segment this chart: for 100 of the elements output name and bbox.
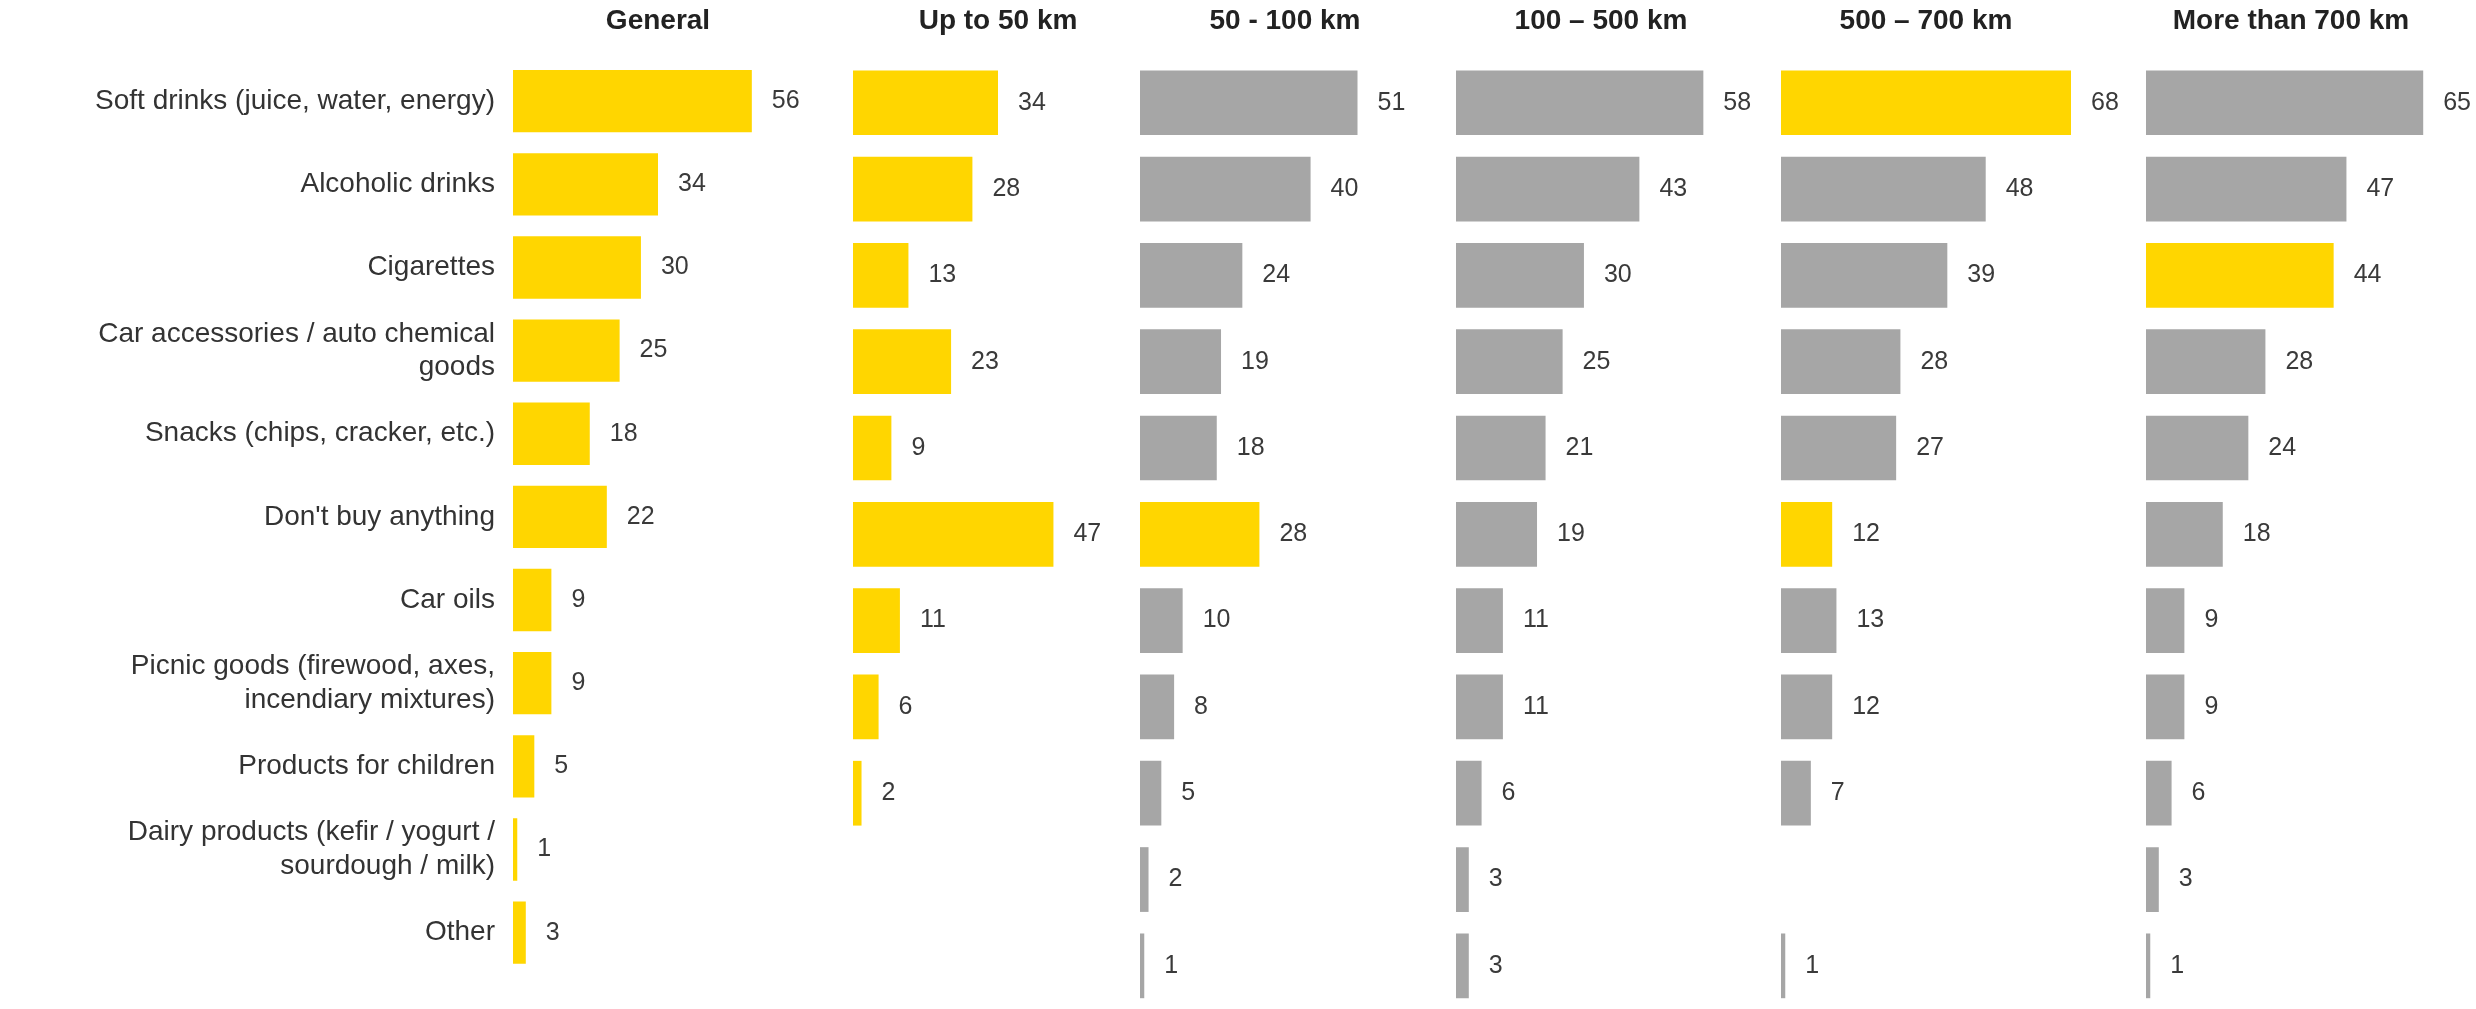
- data-label: 9: [911, 431, 926, 460]
- bar: [2146, 760, 2172, 826]
- data-label: 23: [971, 345, 999, 374]
- data-label: 1: [2170, 949, 2185, 978]
- bar: [1456, 70, 1704, 136]
- data-label: 19: [1557, 518, 1585, 547]
- data-label: 9: [2204, 690, 2219, 719]
- bar: [1140, 156, 1311, 222]
- bar: [1456, 243, 1584, 308]
- data-label: 28: [2285, 345, 2314, 374]
- data-label: 3: [2178, 863, 2193, 892]
- data-label: 68: [2091, 86, 2119, 115]
- chart-title: Up to 50 km: [918, 3, 1078, 35]
- chart-title: 100 – 500 km: [1514, 3, 1688, 35]
- y-tick-label: Car accessories / auto chemical goods: [98, 316, 495, 382]
- data-label: 24: [2268, 431, 2297, 460]
- data-label: 7: [1830, 777, 1845, 806]
- data-label: 56: [771, 85, 800, 114]
- y-tick-label: Dairy products (kefir / yogurt / sourdough / milk): [127, 815, 496, 880]
- data-label: 9: [2204, 604, 2219, 633]
- bar: [1456, 156, 1640, 222]
- data-label: 65: [2443, 86, 2472, 115]
- data-label: 9: [571, 667, 586, 696]
- data-label: 1: [1164, 949, 1179, 978]
- data-label: 51: [1377, 86, 1406, 115]
- bar: [1781, 243, 1948, 308]
- bar: [1140, 588, 1183, 653]
- data-label: 34: [678, 168, 706, 197]
- bar: [1781, 70, 2071, 136]
- bar: [2146, 588, 2185, 653]
- data-label: 13: [928, 259, 957, 288]
- data-label: 39: [1967, 259, 1996, 288]
- bar: [853, 760, 862, 826]
- data-label: 1: [1805, 949, 1820, 978]
- data-label: 40: [1330, 172, 1359, 201]
- data-label: 28: [1920, 345, 1949, 374]
- bar: [1140, 329, 1222, 395]
- data-label: 11: [1522, 604, 1549, 633]
- bar: [853, 329, 952, 395]
- data-label: 6: [2191, 777, 2206, 806]
- data-label: 19: [1241, 345, 1269, 374]
- data-label: 11: [1522, 690, 1549, 719]
- bar: [2146, 933, 2151, 999]
- data-label: 12: [1852, 518, 1880, 547]
- data-label: 58: [1723, 86, 1752, 115]
- data-label: 28: [992, 172, 1021, 201]
- bar: [513, 319, 620, 382]
- data-label: 8: [1194, 690, 1209, 719]
- y-tick-label: Alcoholic drinks: [300, 167, 495, 199]
- data-label: 5: [554, 750, 569, 779]
- bar: [1140, 415, 1217, 481]
- data-label: 48: [2005, 172, 2034, 201]
- bar: [1456, 933, 1469, 999]
- bar: [513, 735, 535, 798]
- data-label: 18: [2242, 518, 2271, 547]
- bar: [1456, 329, 1563, 395]
- chart-title: General: [605, 3, 711, 35]
- bar: [513, 69, 752, 133]
- data-label: 11: [919, 604, 946, 633]
- data-label: 43: [1659, 172, 1688, 201]
- data-label: 27: [1916, 431, 1944, 460]
- y-tick-label: Don't buy anything: [263, 499, 495, 531]
- bar: [1140, 501, 1260, 567]
- bar: [853, 70, 998, 136]
- chart-title: More than 700 km: [2172, 3, 2410, 35]
- data-label: 9: [571, 583, 586, 612]
- bar: [2146, 243, 2334, 308]
- data-label: 18: [609, 417, 638, 446]
- data-label: 18: [1236, 431, 1265, 460]
- y-tick-label: Snacks (chips, cracker, etc.): [144, 416, 495, 448]
- y-tick-label: Car oils: [400, 582, 495, 614]
- data-label: 47: [1073, 518, 1102, 547]
- bar: [2146, 674, 2185, 740]
- bar: [1456, 674, 1503, 740]
- y-tick-label: Picnic goods (firewood, axes, incendiary mixtures): [130, 649, 495, 714]
- bar: [853, 243, 909, 308]
- bar: [1140, 243, 1243, 308]
- data-label: 2: [881, 777, 896, 806]
- bar: [2146, 501, 2223, 567]
- data-label: 13: [1856, 604, 1885, 633]
- bar: [513, 818, 518, 881]
- bar: [513, 652, 552, 715]
- data-label: 3: [1488, 863, 1503, 892]
- bar: [853, 415, 892, 481]
- bar: [853, 501, 1054, 567]
- bar: [1456, 588, 1503, 653]
- data-label: 10: [1202, 604, 1231, 633]
- bar: [1781, 933, 1786, 999]
- bar: [1140, 933, 1145, 999]
- bar: [853, 156, 973, 222]
- data-label: 3: [545, 916, 560, 945]
- bar: [1781, 674, 1833, 740]
- bar: [1781, 329, 1901, 395]
- data-label: 34: [1018, 86, 1046, 115]
- bar: [1781, 415, 1897, 481]
- bar: [513, 236, 641, 299]
- bar: [1781, 156, 1986, 222]
- y-tick-label: Other: [424, 915, 495, 947]
- bar: [513, 901, 526, 964]
- data-label: 30: [1603, 259, 1632, 288]
